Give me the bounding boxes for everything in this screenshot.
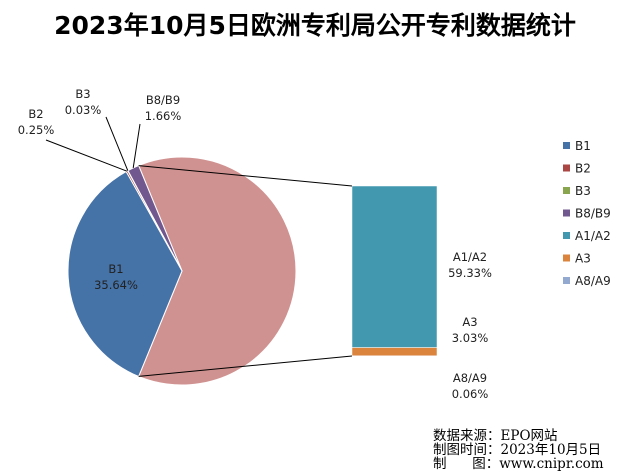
legend-label-b3: B3 <box>575 184 591 198</box>
data-label-a3-value: 3.03% <box>452 331 489 345</box>
chart-maker-line: 制 图：www.cnipr.com <box>433 456 604 472</box>
legend-swatch-a1-a2 <box>563 232 570 239</box>
leader-line-b2 <box>46 140 127 171</box>
data-label-a3-name: A3 <box>462 315 477 329</box>
legend-swatch-b1 <box>563 142 570 149</box>
data-label-a8-a9-name: A8/A9 <box>453 371 487 385</box>
data-label-b8-b9-name: B8/B9 <box>146 93 180 107</box>
legend: B1 B2 B3 B8/B9 A1/A2 A3 A8/A9 <box>563 139 611 288</box>
data-label-b2-value: 0.25% <box>18 123 55 137</box>
legend-swatch-a3 <box>563 255 570 262</box>
legend-label-b2: B2 <box>575 162 591 176</box>
legend-label-a3: A3 <box>575 252 591 266</box>
data-label-a8-a9-value: 0.06% <box>452 387 489 401</box>
data-label-a1-a2-value: 59.33% <box>448 266 492 280</box>
legend-label-b1: B1 <box>575 139 591 153</box>
data-label-b3-name: B3 <box>75 87 90 101</box>
legend-label-a1-a2: A1/A2 <box>575 229 611 243</box>
bar-segment-a3 <box>352 348 437 356</box>
data-label-b8-b9-value: 1.66% <box>145 109 182 123</box>
chart-title: 2023年10月5日欧洲专利局公开专利数据统计 <box>54 11 576 40</box>
data-label-b1-name: B1 <box>108 262 123 276</box>
legend-swatch-b3 <box>563 187 570 194</box>
legend-swatch-b8-b9 <box>563 210 570 217</box>
plot-area: B1 35.64% B2 0.25% B3 0.03% B8/B9 1.66% A1/A2 59.… <box>18 87 492 401</box>
leader-line-b8-b9 <box>133 124 140 168</box>
leader-line-b3 <box>106 117 128 171</box>
bar-segment-a1-a2 <box>352 186 437 348</box>
legend-label-b8-b9: B8/B9 <box>575 207 611 221</box>
legend-swatch-b2 <box>563 165 570 172</box>
data-label-b3-value: 0.03% <box>65 103 102 117</box>
data-label-b1-value: 35.64% <box>94 278 138 292</box>
data-label-b2-name: B2 <box>28 107 43 121</box>
legend-swatch-a8-a9 <box>563 277 570 284</box>
legend-label-a8-a9: A8/A9 <box>575 274 611 288</box>
data-label-a1-a2-name: A1/A2 <box>453 250 487 264</box>
source-info: 数据来源：EPO网站 制图时间：2023年10月5日 制 图：www.cnipr… <box>433 428 604 472</box>
